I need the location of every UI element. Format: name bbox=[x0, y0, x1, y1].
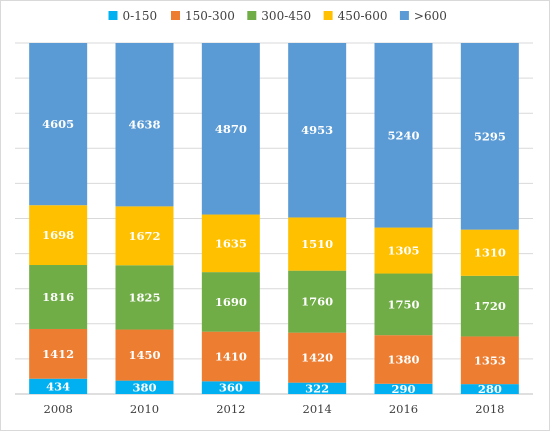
data-label-2014-450-600: 1510 bbox=[301, 237, 333, 251]
data-label-2012-0-150: 360 bbox=[219, 381, 243, 395]
data-label-2010-600: 4638 bbox=[128, 118, 160, 132]
bar-2010-150-300 bbox=[115, 329, 174, 381]
bar-2008-150-300 bbox=[29, 328, 88, 379]
data-label-2008-300-450: 1816 bbox=[42, 290, 74, 304]
data-label-2016-600: 5240 bbox=[387, 128, 419, 142]
data-label-2016-0-150: 290 bbox=[391, 382, 415, 396]
legend-swatch-0-150 bbox=[108, 11, 118, 20]
bar-2016-450-600 bbox=[374, 227, 433, 274]
data-label-2016-300-450: 1750 bbox=[387, 297, 419, 311]
x-tick-label-2014: 2014 bbox=[303, 402, 332, 416]
legend-label-450-600: 450-600 bbox=[338, 9, 388, 23]
bar-2010-600 bbox=[115, 43, 174, 207]
data-label-2012-150-300: 1410 bbox=[215, 349, 247, 363]
x-axis: 2008 2010 2012 2014 2016 2018 bbox=[44, 402, 505, 416]
bar-2018-300-450 bbox=[460, 275, 519, 337]
bar-2008-300-450 bbox=[29, 265, 88, 329]
bar-2018-450-600 bbox=[460, 229, 519, 276]
data-label-2012-300-450: 1690 bbox=[215, 295, 247, 309]
bar-2018-600 bbox=[460, 43, 519, 230]
legend-label-300-450: 300-450 bbox=[261, 9, 311, 23]
x-tick-label-2010: 2010 bbox=[130, 402, 159, 416]
bar-2012-450-600 bbox=[201, 214, 260, 273]
x-tick-label-2008: 2008 bbox=[44, 402, 73, 416]
bar-2008-0-150 bbox=[29, 378, 88, 394]
bar-2016-300-450 bbox=[374, 273, 433, 336]
bar-2014-0-150 bbox=[288, 382, 347, 394]
data-label-2018-450-600: 1310 bbox=[474, 246, 506, 260]
data-label-2012-600: 4870 bbox=[215, 122, 247, 136]
bar-2016-150-300 bbox=[374, 335, 433, 384]
legend-item-450-600: 450-600 bbox=[323, 9, 388, 23]
data-label-2008-600: 4605 bbox=[42, 117, 74, 131]
data-label-2014-0-150: 322 bbox=[305, 381, 329, 395]
legend-item-0-150: 0-150 bbox=[108, 9, 158, 23]
data-label-2016-150-300: 1380 bbox=[387, 352, 419, 366]
data-labels: 434 1412 1816 1698 4605 380 1450 1825 1672 4638 36… bbox=[42, 117, 506, 396]
legend-swatch-300-450 bbox=[247, 11, 257, 20]
x-tick-label-2012: 2012 bbox=[216, 402, 245, 416]
legend-item-600: >600 bbox=[399, 9, 447, 23]
data-label-2018-300-450: 1720 bbox=[474, 299, 506, 313]
data-label-2010-300-450: 1825 bbox=[128, 290, 160, 304]
legend: 0-150 150-300 300-450 450-600 >600 bbox=[108, 9, 447, 23]
bar-2008-450-600 bbox=[29, 205, 88, 266]
legend-item-300-450: 300-450 bbox=[247, 9, 311, 23]
bar-2010-0-150 bbox=[115, 380, 174, 394]
legend-swatch-450-600 bbox=[323, 11, 333, 20]
data-label-2010-0-150: 380 bbox=[132, 380, 156, 394]
bar-2012-0-150 bbox=[201, 381, 260, 394]
bar-2008-600 bbox=[29, 43, 88, 206]
data-label-2008-450-600: 1698 bbox=[42, 228, 74, 242]
bar-2018-150-300 bbox=[460, 336, 519, 385]
legend-swatch-600 bbox=[399, 11, 409, 20]
data-label-2014-300-450: 1760 bbox=[301, 295, 333, 309]
legend-label-0-150: 0-150 bbox=[123, 9, 158, 23]
legend-label-600: >600 bbox=[414, 9, 447, 23]
data-label-2010-150-300: 1450 bbox=[128, 348, 160, 362]
bar-2016-0-150 bbox=[374, 383, 433, 394]
bars bbox=[29, 43, 519, 394]
x-tick-label-2016: 2016 bbox=[389, 402, 418, 416]
bar-2012-300-450 bbox=[201, 272, 260, 332]
data-label-2014-600: 4953 bbox=[301, 123, 333, 137]
gridlines bbox=[15, 42, 533, 395]
x-tick-label-2018: 2018 bbox=[475, 402, 504, 416]
data-label-2014-150-300: 1420 bbox=[301, 351, 333, 365]
bar-2012-600 bbox=[201, 43, 260, 215]
bar-2014-450-600 bbox=[288, 217, 347, 271]
data-label-2018-150-300: 1353 bbox=[474, 353, 506, 367]
bar-2014-600 bbox=[288, 43, 347, 218]
data-label-2018-600: 5295 bbox=[474, 129, 506, 143]
data-label-2016-450-600: 1305 bbox=[387, 244, 419, 258]
data-label-2008-0-150: 434 bbox=[46, 379, 70, 393]
legend-swatch-150-300 bbox=[171, 11, 180, 20]
bar-2014-300-450 bbox=[288, 270, 347, 333]
bar-2016-600 bbox=[374, 43, 433, 228]
bar-2014-150-300 bbox=[288, 332, 347, 383]
bar-2010-450-600 bbox=[115, 206, 174, 266]
data-label-2018-0-150: 280 bbox=[478, 382, 502, 396]
bar-2010-300-450 bbox=[115, 265, 174, 330]
data-label-2010-450-600: 1672 bbox=[128, 229, 160, 243]
data-label-2012-450-600: 1635 bbox=[215, 236, 247, 250]
data-label-2008-150-300: 1412 bbox=[42, 347, 74, 361]
bar-2018-0-150 bbox=[460, 384, 519, 394]
bar-2012-150-300 bbox=[201, 331, 260, 382]
legend-item-150-300: 150-300 bbox=[171, 9, 235, 23]
legend-label-150-300: 150-300 bbox=[185, 9, 235, 23]
